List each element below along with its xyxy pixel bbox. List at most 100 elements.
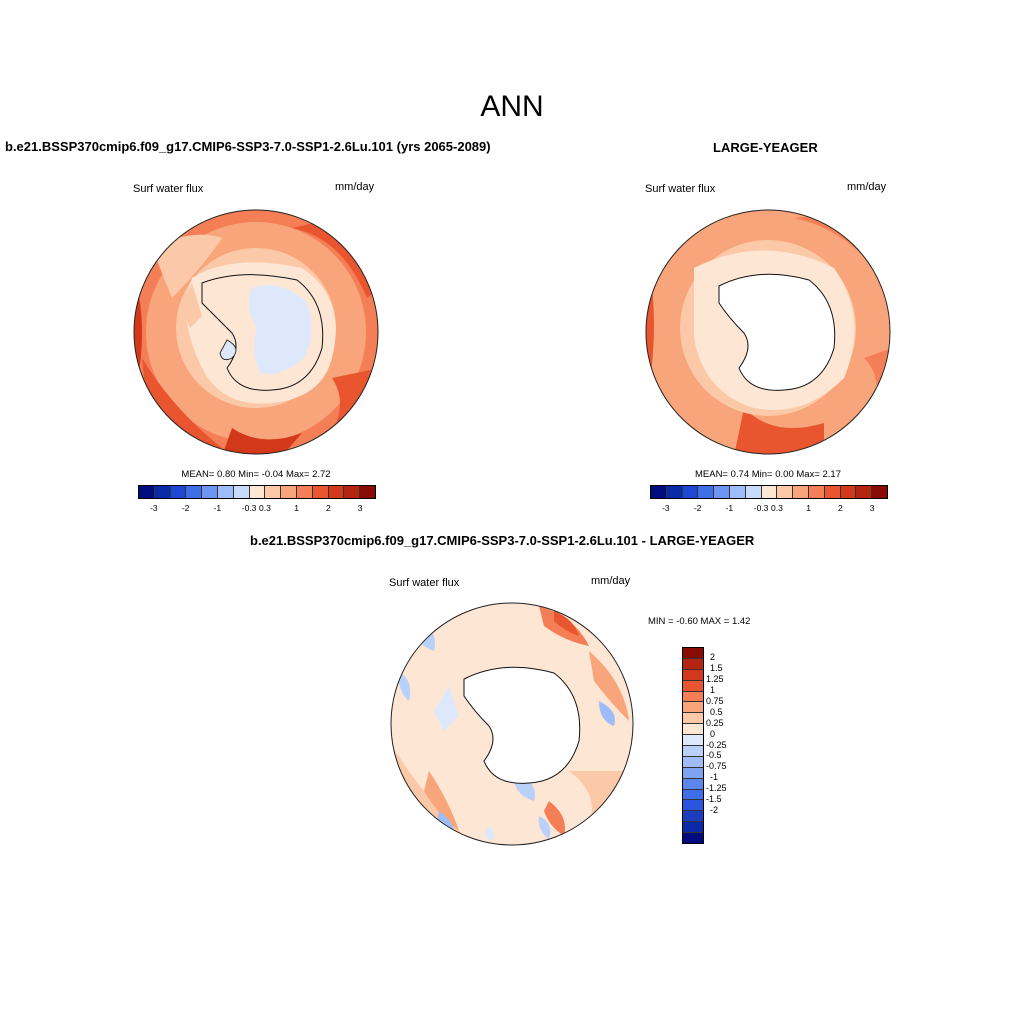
colorbar-tick-label: -1 xyxy=(213,503,222,513)
colorbar-swatch xyxy=(683,756,703,768)
colorbar-swatch xyxy=(683,691,703,703)
colorbar-swatch xyxy=(233,486,250,498)
colorbar-swatch xyxy=(217,486,234,498)
colorbar-swatch xyxy=(683,778,703,790)
colorbar-tick-label: 0.3 xyxy=(771,503,783,513)
panel3-polar-map xyxy=(390,602,634,846)
panel2-variable-label: Surf water flux xyxy=(645,183,716,195)
panel1-stats: MEAN= 0.80 Min= -0.04 Max= 2.72 xyxy=(181,469,331,480)
colorbar-tick-label: 1 xyxy=(294,503,300,513)
colorbar-swatch xyxy=(683,833,703,844)
figure-title: ANN xyxy=(480,90,544,123)
colorbar-swatch xyxy=(683,746,703,757)
colorbar-tick-label: 0.25 xyxy=(706,717,724,728)
colorbar-tick-label: -1.25 xyxy=(706,783,727,794)
colorbar-tick-label: -2 xyxy=(181,503,190,513)
panel1-units-label: mm/day xyxy=(335,181,375,193)
colorbar-tick-label: 0 xyxy=(710,728,716,739)
colorbar-tick-label: -2 xyxy=(693,503,702,513)
colorbar-swatch xyxy=(683,680,703,692)
colorbar-swatch xyxy=(249,486,266,498)
colorbar-tick-label: 2 xyxy=(838,503,843,513)
colorbar-tick-label: -3 xyxy=(662,503,670,513)
colorbar-tick-label: 2 xyxy=(710,651,716,662)
panel2-stats: MEAN= 0.74 Min= 0.00 Max= 2.17 xyxy=(694,469,841,480)
colorbar-swatch xyxy=(683,724,703,736)
colorbar-tick-label: 1 xyxy=(806,503,812,513)
colorbar-swatch xyxy=(683,789,703,801)
colorbar-tick-label: 0.3 xyxy=(259,503,271,513)
colorbar-tick-label: 3 xyxy=(869,503,875,513)
colorbar-swatch xyxy=(683,658,703,670)
colorbar-tick-label: 0.75 xyxy=(706,695,724,706)
panel3-units-label: mm/day xyxy=(591,575,631,587)
panel1-colorbar xyxy=(138,485,376,499)
colorbar-swatch xyxy=(872,486,887,498)
colorbar-swatch xyxy=(761,486,778,498)
colorbar-swatch xyxy=(729,486,746,498)
colorbar-tick-label: 3 xyxy=(357,503,363,513)
colorbar-swatch xyxy=(840,486,857,498)
panel2-polar-map xyxy=(645,209,891,455)
colorbar-swatch xyxy=(139,486,155,498)
panel1-title: b.e21.BSSP370cmip6.f09_g17.CMIP6-SSP3-7.… xyxy=(5,139,491,154)
colorbar-tick-label: -0.25 xyxy=(706,739,727,750)
colorbar-swatch xyxy=(683,811,703,823)
colorbar-tick-label: 1.5 xyxy=(710,662,723,673)
colorbar-swatch xyxy=(666,486,683,498)
colorbar-swatch xyxy=(170,486,187,498)
colorbar-swatch xyxy=(683,767,703,779)
colorbar-tick-label: -0.3 xyxy=(753,503,769,513)
colorbar-swatch xyxy=(824,486,841,498)
colorbar-tick-label: 2 xyxy=(326,503,331,513)
colorbar-swatch xyxy=(296,486,313,498)
colorbar-tick-label: -1 xyxy=(710,772,719,783)
colorbar-swatch xyxy=(265,486,282,498)
colorbar-tick-label: -0.3 xyxy=(241,503,257,513)
colorbar-swatch xyxy=(793,486,809,498)
panel2-units-label: mm/day xyxy=(847,181,887,193)
colorbar-swatch xyxy=(328,486,345,498)
colorbar-tick-label: -0.5 xyxy=(706,750,722,761)
colorbar-swatch xyxy=(714,486,730,498)
colorbar-tick-label: -3 xyxy=(150,503,158,513)
colorbar-tick-label: -1.5 xyxy=(706,794,722,805)
colorbar-swatch xyxy=(360,486,375,498)
panel1-variable-label: Surf water flux xyxy=(133,183,204,195)
colorbar-swatch xyxy=(683,800,703,812)
colorbar-swatch xyxy=(651,486,667,498)
panel3-stats: MIN = -0.60 MAX = 1.42 xyxy=(648,616,751,627)
panel1-polar-map xyxy=(133,209,379,455)
colorbar-swatch xyxy=(683,702,703,714)
panel3-title: b.e21.BSSP370cmip6.f09_g17.CMIP6-SSP3-7.… xyxy=(250,533,755,548)
colorbar-swatch xyxy=(683,735,703,747)
colorbar-swatch xyxy=(312,486,329,498)
colorbar-tick-label: 1 xyxy=(710,684,716,695)
colorbar-swatch xyxy=(683,669,703,681)
colorbar-tick-label: -1 xyxy=(725,503,734,513)
colorbar-tick-label: -0.75 xyxy=(706,761,727,772)
colorbar-swatch xyxy=(683,822,703,834)
panel2-colorbar xyxy=(650,485,888,499)
colorbar-tick-label: -2 xyxy=(710,805,719,816)
colorbar-swatch xyxy=(683,713,703,725)
panel3-colorbar xyxy=(682,647,704,844)
colorbar-swatch xyxy=(698,486,715,498)
panel1-colorbar-ticks: -3 -2 -1 -0.3 0.3 1 2 3 xyxy=(138,503,376,515)
colorbar-swatch xyxy=(344,486,361,498)
colorbar-swatch xyxy=(683,648,703,659)
colorbar-swatch xyxy=(154,486,171,498)
panel3-colorbar-ticks: 2 1.5 1.25 1 0.75 0.5 0.25 0 -0.25 -0.5 -0.75 -1 -1.… xyxy=(706,647,746,844)
colorbar-swatch xyxy=(856,486,873,498)
panel2-title: LARGE-YEAGER xyxy=(713,140,818,155)
panel3-variable-label: Surf water flux xyxy=(389,577,460,589)
colorbar-tick-label: 0.5 xyxy=(710,706,723,717)
colorbar-swatch xyxy=(281,486,297,498)
colorbar-swatch xyxy=(202,486,218,498)
colorbar-swatch xyxy=(682,486,699,498)
colorbar-swatch xyxy=(745,486,762,498)
colorbar-swatch xyxy=(186,486,203,498)
panel2-colorbar-ticks: -3 -2 -1 -0.3 0.3 1 2 3 xyxy=(650,503,888,515)
colorbar-swatch xyxy=(808,486,825,498)
colorbar-tick-label: 1.25 xyxy=(706,673,724,684)
